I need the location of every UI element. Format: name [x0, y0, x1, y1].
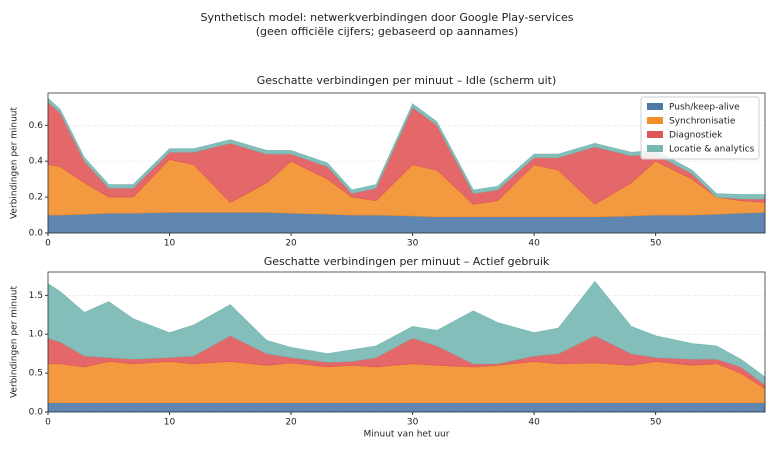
y-tick-label: 1.0 — [29, 330, 44, 340]
x-tick-label: 50 — [650, 239, 662, 249]
y-tick-label: 0.2 — [29, 193, 43, 203]
plot-frame — [47, 271, 766, 413]
legend-box — [640, 96, 760, 160]
x-tick-label: 0 — [45, 239, 51, 249]
legend-label: Locatie & analytics — [669, 145, 755, 155]
y-tick-label: 0.6 — [29, 121, 44, 131]
x-tick-label: 0 — [45, 418, 51, 428]
y-tick-label: 0.0 — [29, 229, 44, 239]
area — [47, 361, 766, 403]
legend-label: Synchronisatie — [669, 117, 736, 127]
x-tick-label: 10 — [164, 239, 176, 249]
legend-swatch — [647, 117, 663, 124]
chart-title: Geschatte verbindingen per minuut – Acti… — [264, 255, 550, 268]
x-tick-label: 20 — [285, 418, 297, 428]
x-tick-label: 30 — [407, 418, 419, 428]
x-axis-label: Minuut van het uur — [364, 430, 450, 440]
legend-swatch — [647, 131, 663, 138]
x-tick-label: 50 — [650, 418, 662, 428]
legend-label: Push/keep-alive — [669, 103, 740, 113]
area — [47, 402, 766, 413]
suptitle: Synthetisch model: netwerkverbindingen d… — [201, 11, 574, 24]
x-tick-label: 40 — [528, 418, 540, 428]
y-tick-label: 0.5 — [29, 369, 43, 379]
plot-frame — [47, 92, 766, 234]
y-tick-label: 0.4 — [29, 157, 44, 167]
legend-swatch — [647, 103, 663, 110]
x-tick-label: 40 — [528, 239, 540, 249]
x-tick-label: 10 — [164, 418, 176, 428]
suptitle: (geen officiële cijfers; gebaseerd op aa… — [256, 25, 519, 38]
y-axis-label: Verbindingen per minuut — [10, 107, 20, 220]
y-axis-label: Verbindingen per minuut — [10, 286, 20, 399]
y-tick-label: 1.5 — [29, 291, 43, 301]
x-tick-label: 20 — [285, 239, 297, 249]
chart-title: Geschatte verbindingen per minuut – Idle… — [257, 74, 557, 87]
y-tick-label: 0.0 — [29, 408, 44, 418]
legend-label: Diagnostiek — [669, 131, 723, 141]
legend-swatch — [647, 145, 663, 152]
x-tick-label: 30 — [407, 239, 419, 249]
